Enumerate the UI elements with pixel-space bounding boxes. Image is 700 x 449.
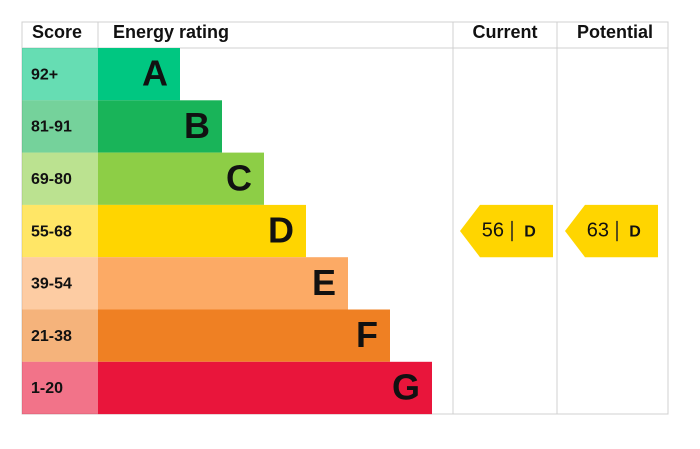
- rating-score: 56: [482, 219, 504, 241]
- band-letter: G: [392, 366, 420, 407]
- score-cell: [22, 48, 98, 101]
- rating-letter: D: [524, 223, 536, 240]
- rating-bar: [98, 257, 348, 310]
- rating-pointer: [460, 204, 553, 258]
- rating-letter: D: [629, 223, 641, 240]
- rating-bar: [98, 204, 306, 258]
- score-range: 1-20: [31, 380, 63, 397]
- band-letter: A: [142, 53, 168, 94]
- rating-bar: [98, 152, 264, 205]
- band-letter: E: [312, 262, 336, 303]
- rating-score: 63: [587, 219, 609, 241]
- score-range: 39-54: [31, 276, 72, 293]
- score-range: 55-68: [31, 223, 72, 240]
- score-cell: [22, 152, 98, 205]
- band-letter: F: [356, 314, 378, 355]
- score-cell: [22, 309, 98, 362]
- band-letter: D: [268, 210, 294, 251]
- score-cell: [22, 257, 98, 310]
- rating-bar: [98, 309, 390, 362]
- score-cell: [22, 204, 98, 258]
- header-current: Current: [472, 22, 537, 42]
- score-range: 69-80: [31, 171, 72, 188]
- band-letter: B: [184, 105, 210, 146]
- rating-bar: [98, 361, 432, 415]
- score-range: 21-38: [31, 328, 72, 345]
- header-score: Score: [32, 22, 82, 42]
- rating-pointer: [565, 204, 658, 258]
- score-cell: [22, 361, 98, 415]
- rating-bar: [98, 48, 180, 101]
- header-potential: Potential: [577, 22, 653, 42]
- rating-bar: [98, 100, 222, 153]
- score-range: 92+: [31, 66, 58, 83]
- score-range: 81-91: [31, 119, 72, 136]
- header-energy-rating: Energy rating: [113, 22, 229, 42]
- band-letter: C: [226, 157, 252, 198]
- score-cell: [22, 100, 98, 153]
